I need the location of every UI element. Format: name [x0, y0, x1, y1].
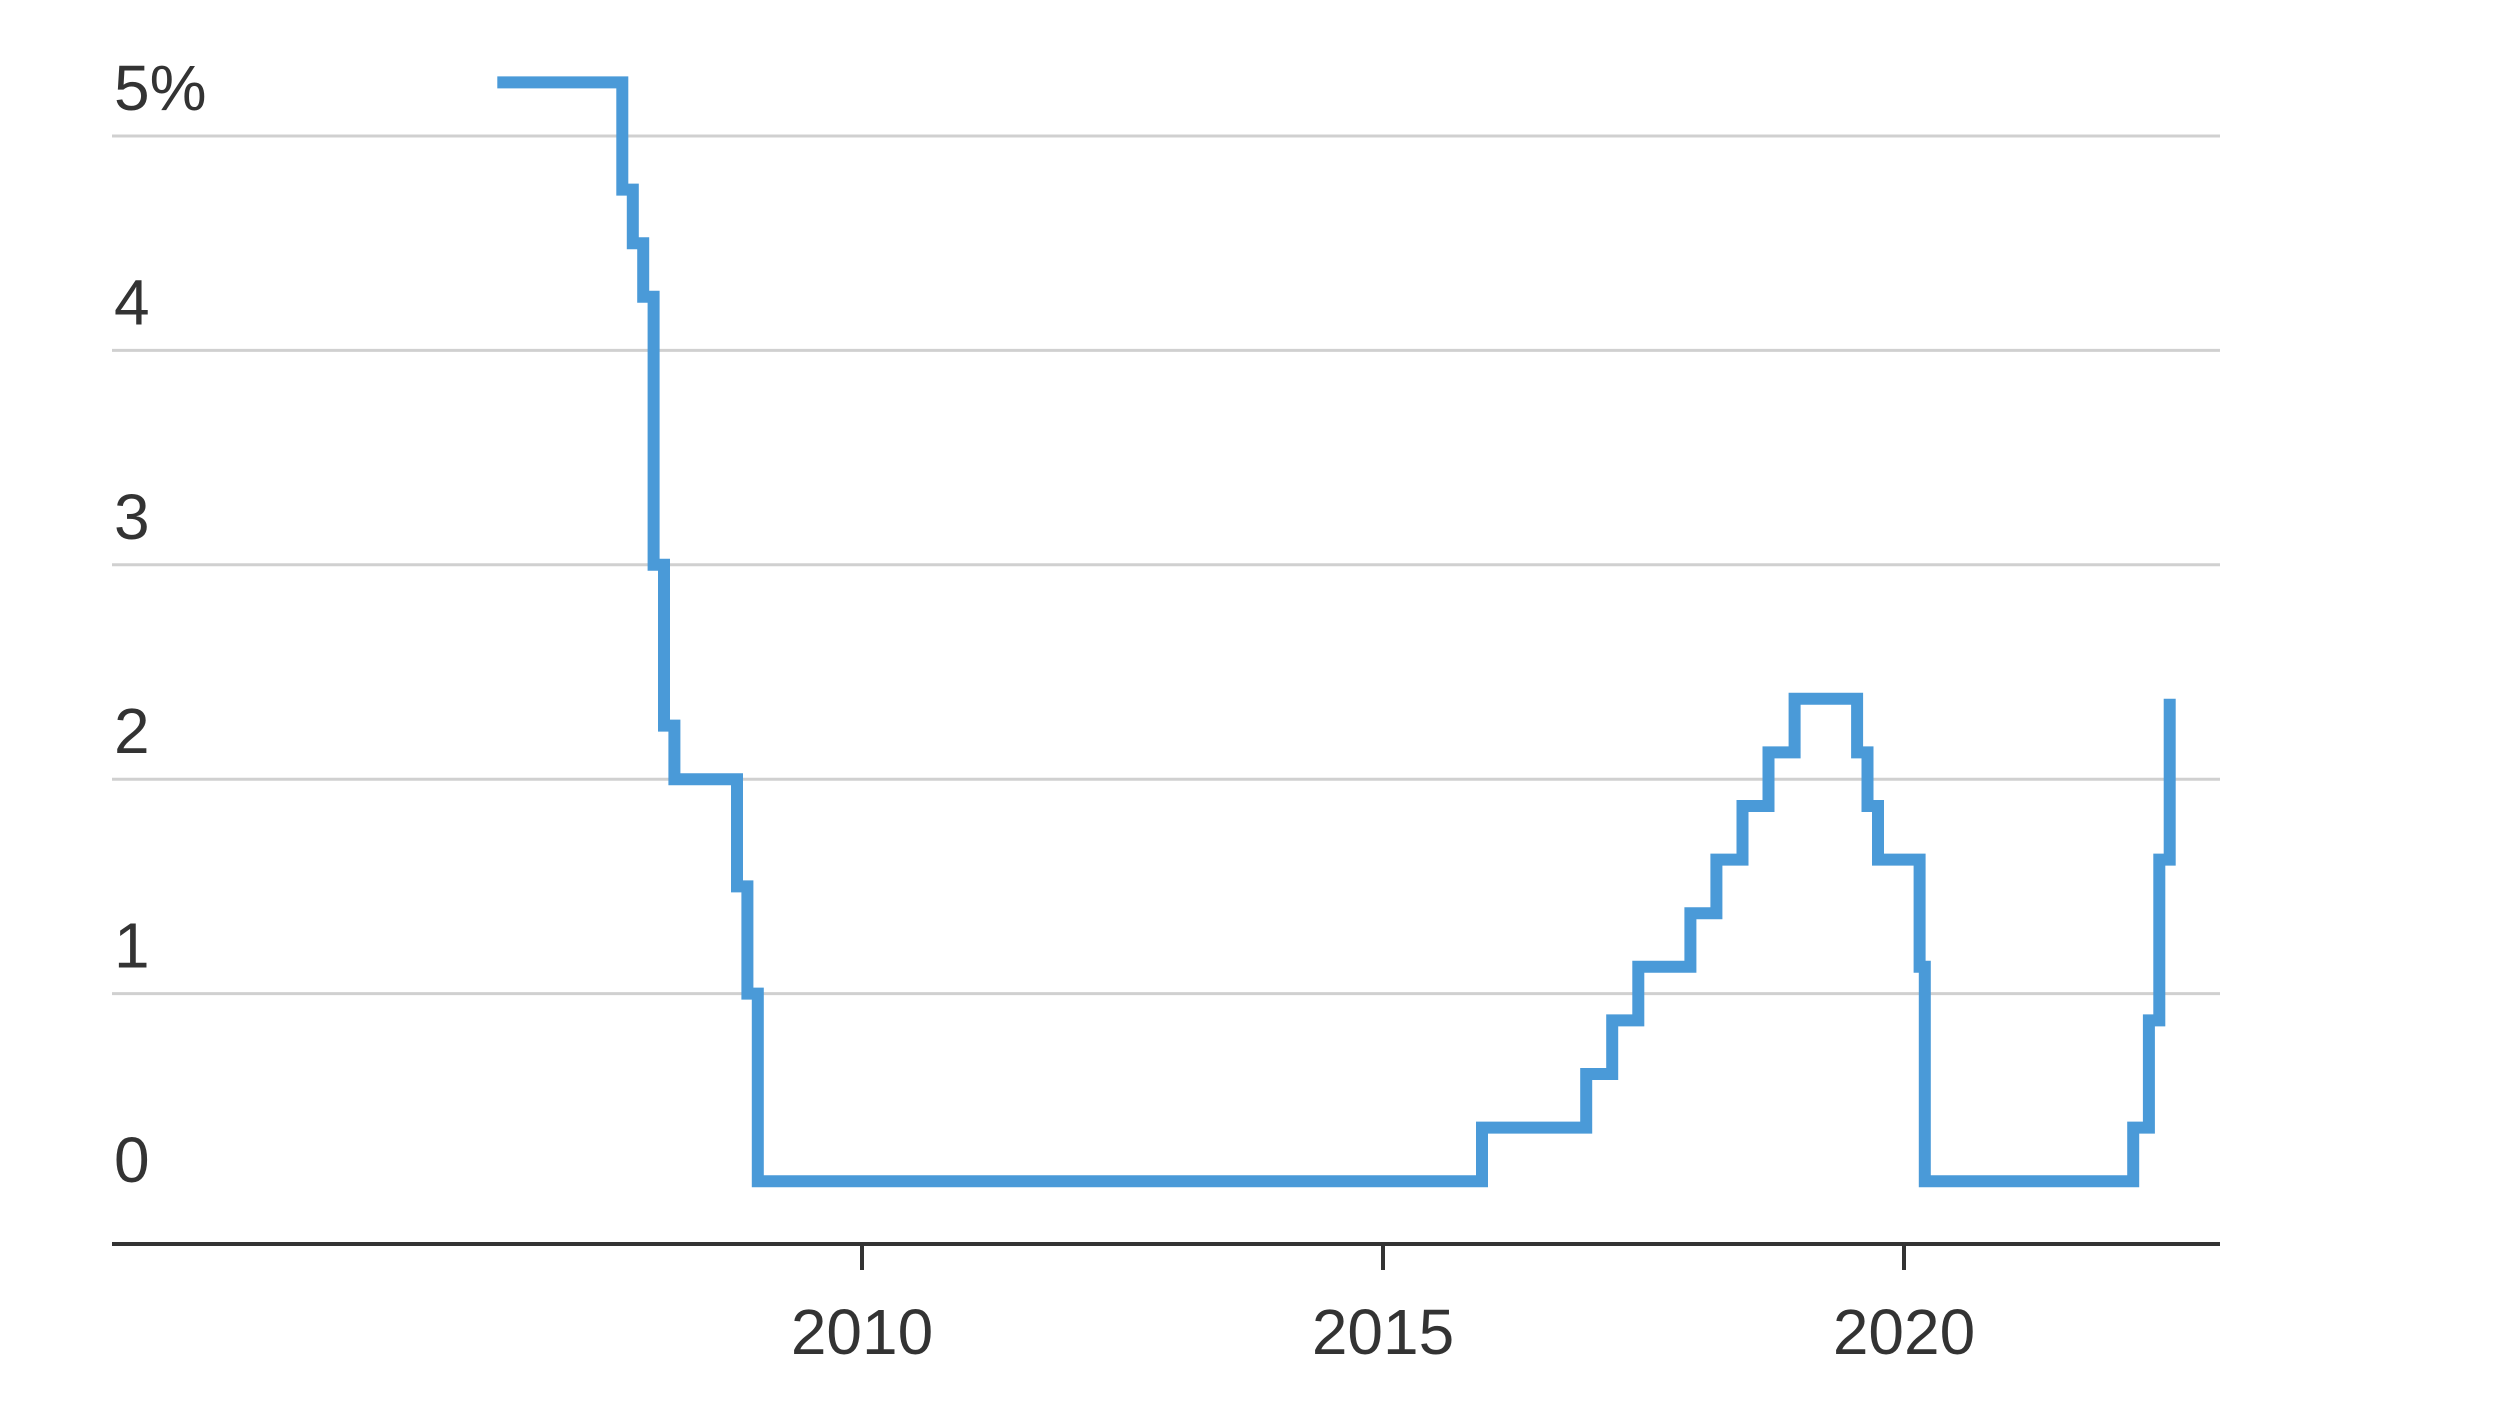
x-tick-labels: 2010 2015 2020	[791, 1296, 1975, 1368]
y-tick-label: 2	[114, 695, 150, 767]
series-lines	[497, 76, 2176, 1188]
x-tick-label: 2010	[791, 1296, 933, 1368]
x-tick-label: 2020	[1833, 1296, 1975, 1368]
series-line-0	[497, 76, 2176, 1188]
x-axis	[112, 1242, 2220, 1270]
y-tick-labels: 0 1 2 3 4 5%	[114, 52, 207, 1196]
y-tick-label: 1	[114, 910, 150, 982]
y-tick-label: 4	[114, 266, 150, 338]
y-tick-label: 3	[114, 481, 150, 553]
y-tick-label: 0	[114, 1124, 150, 1196]
y-tick-label: 5%	[114, 52, 207, 124]
x-tick-label: 2015	[1312, 1296, 1454, 1368]
